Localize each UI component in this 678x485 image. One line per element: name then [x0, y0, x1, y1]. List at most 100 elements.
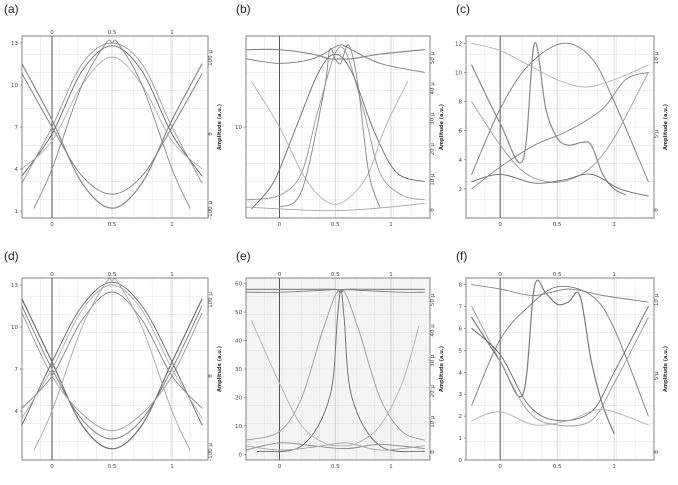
grid	[246, 278, 430, 460]
top-mark: 1	[612, 272, 616, 278]
panel-label: (d)	[4, 249, 19, 263]
series-line	[21, 63, 203, 209]
series-line	[251, 53, 425, 210]
y-tick-label: 60	[235, 282, 242, 288]
plot-frame	[465, 277, 655, 461]
series-line	[245, 288, 425, 293]
y-tick-label: 4	[459, 370, 463, 376]
plot-frame	[21, 35, 209, 219]
y2-tick-label: 10 µ	[654, 51, 660, 64]
series-line	[256, 288, 425, 453]
x-tick-label: 0.5	[331, 222, 340, 228]
series-group	[21, 39, 203, 209]
top-mark: 0	[50, 30, 54, 36]
x-tick-label: 1	[612, 222, 616, 228]
y2-axis-label: Amplitude (a.u.)	[217, 346, 223, 392]
series-group	[471, 42, 649, 197]
y2-tick-label: 30 µ	[430, 354, 436, 367]
y-tick-label: 2	[459, 414, 463, 420]
y-tick-label: 13	[11, 41, 18, 47]
x-tick-label: 0	[498, 222, 502, 228]
y-tick-label: 4	[15, 409, 19, 415]
y2-tick-label: -100 µ	[208, 443, 214, 461]
x-tick-label: 0	[498, 464, 502, 470]
y-tick-label: 10	[235, 424, 242, 430]
series-line	[245, 442, 425, 451]
x-tick-label: 1	[389, 222, 393, 228]
x-tick-label: 1	[170, 464, 174, 470]
series-line	[21, 291, 203, 409]
y-tick-label: 7	[459, 305, 463, 311]
y-tick-label: 8	[459, 283, 463, 289]
x-tick-label: 0	[50, 464, 54, 470]
x-tick-label: 0	[50, 222, 54, 228]
series-line	[21, 284, 203, 419]
series-line	[471, 42, 649, 183]
series-line	[471, 71, 649, 190]
y-tick-label: 0	[239, 452, 243, 458]
series-line	[251, 320, 420, 447]
y2-tick-label: 0	[208, 132, 214, 136]
x-tick-label: 0	[278, 464, 282, 470]
panel-label: (a)	[4, 2, 19, 16]
series-line	[471, 42, 627, 196]
panel-label: (f)	[456, 249, 467, 263]
y2-axis-label: Amplitude (a.u.)	[217, 104, 223, 150]
series-line	[21, 281, 203, 426]
x-tick-label: 1	[389, 464, 393, 470]
series-line	[245, 202, 425, 212]
panel-label: (b)	[236, 2, 251, 16]
y2-tick-label: 0	[654, 450, 660, 454]
x-tick-label: 0.5	[108, 222, 117, 228]
series-group	[21, 277, 203, 451]
x-tick-label: 0.5	[553, 222, 562, 228]
x-tick-label: 0	[278, 222, 282, 228]
y-tick-label: 7	[15, 367, 19, 373]
y-tick-label: 4	[15, 167, 19, 173]
y2-tick-label: 10 µ	[430, 173, 436, 186]
y2-tick-label: 0	[430, 208, 436, 212]
series-line	[33, 277, 191, 451]
series-line	[471, 42, 649, 88]
top-mark: 1	[389, 272, 393, 278]
y2-axis-label: Amplitude (a.u.)	[439, 346, 445, 392]
top-mark: 0.5	[108, 272, 117, 278]
y2-tick-label: 10 µ	[654, 293, 660, 306]
series-line	[471, 71, 649, 183]
series-line	[245, 442, 425, 451]
series-line	[471, 173, 649, 197]
series-line	[471, 306, 649, 422]
y-tick-label: 30	[235, 367, 242, 373]
y2-tick-label: -100 µ	[208, 201, 214, 219]
series-line	[279, 44, 381, 208]
top-mark: 0	[278, 272, 282, 278]
y2-tick-label: 5 µ	[654, 129, 660, 138]
y2-tick-label: 50 µ	[430, 51, 436, 64]
series-line	[245, 46, 425, 201]
y2-axis-label: Amplitude (a.u.)	[663, 346, 669, 392]
series-line	[471, 279, 615, 435]
y2-tick-label: 20 µ	[430, 385, 436, 398]
y-tick-label: 40	[235, 339, 242, 345]
series-line	[471, 306, 649, 427]
panel-label: (c)	[456, 2, 470, 16]
series-line	[471, 284, 649, 303]
plot-frame	[245, 277, 431, 461]
y2-tick-label: 20 µ	[430, 143, 436, 156]
top-mark: 1	[170, 30, 174, 36]
y-tick-label: 8	[459, 100, 463, 106]
plot-frame	[21, 277, 209, 461]
y2-tick-label: 100 µ	[208, 50, 214, 66]
y2-tick-label: 50 µ	[430, 293, 436, 306]
y-tick-label: 1	[15, 209, 19, 215]
y2-tick-label: 10 µ	[430, 415, 436, 428]
y-tick-label: 3	[459, 392, 463, 398]
y2-axis-label: Amplitude (a.u.)	[663, 104, 669, 150]
series-line	[471, 409, 649, 426]
y2-tick-label: 30 µ	[430, 112, 436, 125]
x-tick-label: 0.5	[553, 464, 562, 470]
